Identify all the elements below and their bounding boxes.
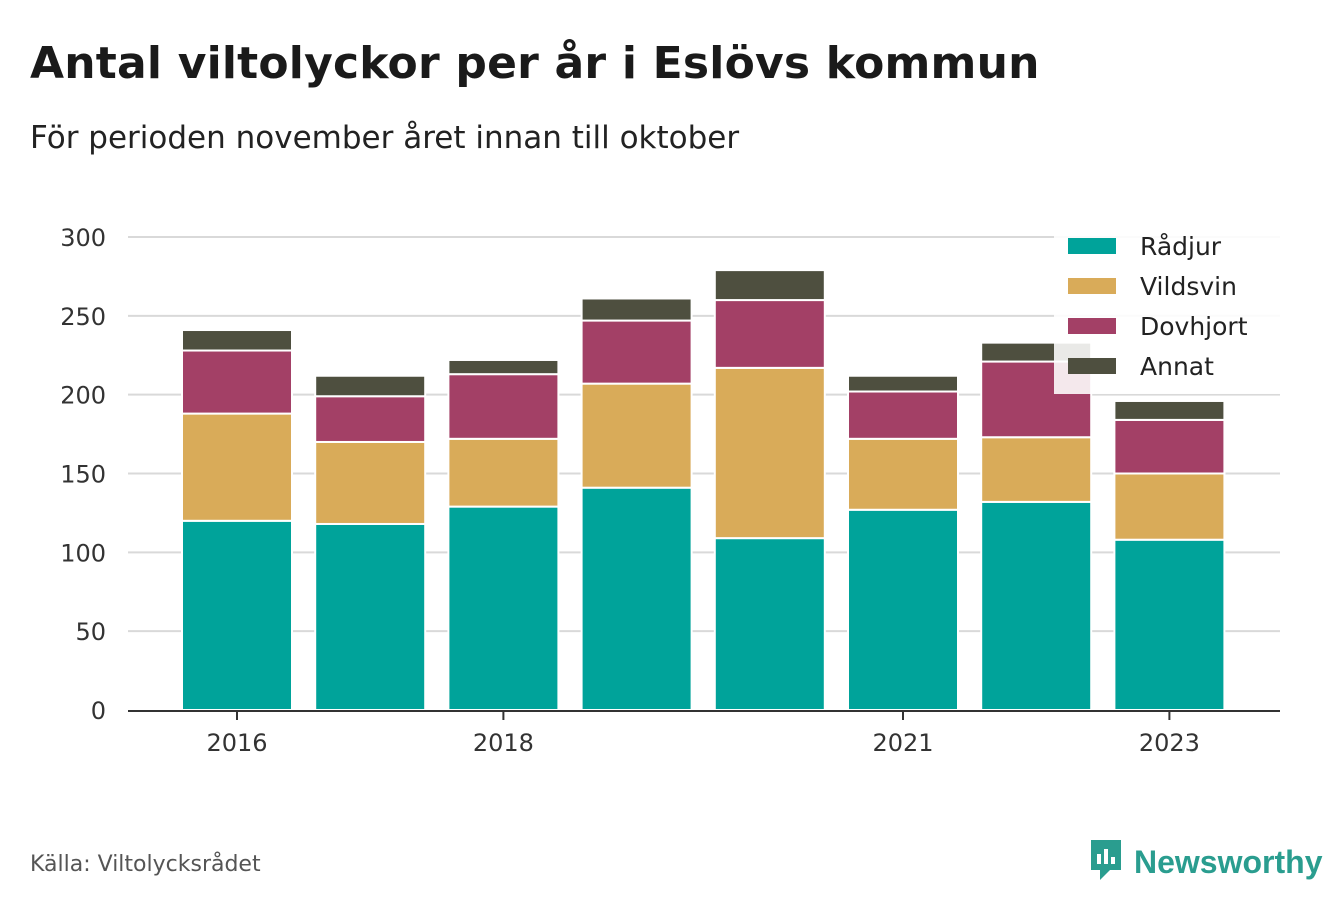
x-tick-label: 2021 xyxy=(872,729,933,757)
bar-segment-rådjur xyxy=(847,508,959,711)
x-tick-label: 2018 xyxy=(473,729,534,757)
legend-swatch-annat xyxy=(1068,358,1116,374)
bar-segment-rådjur xyxy=(447,505,560,711)
y-tick-label: 50 xyxy=(75,618,106,646)
legend-swatch-dovhjort xyxy=(1068,318,1116,334)
bar-segment-vildsvin xyxy=(847,437,959,511)
bar-segment-rådjur xyxy=(713,537,826,711)
brand-name: Newsworthy xyxy=(1134,843,1323,880)
bar-segment-annat xyxy=(447,358,560,376)
y-tick-label: 300 xyxy=(60,224,106,252)
bar-segment-dovhjort xyxy=(181,349,293,415)
bar-segment-dovhjort xyxy=(1113,418,1226,475)
bar-segment-dovhjort xyxy=(847,390,959,440)
y-tick-label: 250 xyxy=(60,303,106,331)
y-tick-label: 0 xyxy=(91,697,106,725)
legend-swatch-vildsvin xyxy=(1068,278,1116,294)
legend-swatch-rådjur xyxy=(1068,238,1116,254)
bar-segment-rådjur xyxy=(314,522,427,711)
bar-segment-annat xyxy=(1113,399,1226,421)
bar-segment-annat xyxy=(181,329,293,352)
legend-label: Annat xyxy=(1140,352,1214,381)
bar-segment-annat xyxy=(713,269,826,302)
x-tick-label: 2016 xyxy=(206,729,267,757)
bar-segment-vildsvin xyxy=(181,412,293,522)
x-tick-label: 2023 xyxy=(1139,729,1200,757)
newsworthy-logo-icon xyxy=(1088,838,1124,886)
legend-label: Dovhjort xyxy=(1140,312,1248,341)
bar-segment-rådjur xyxy=(980,500,1093,711)
bar-segment-dovhjort xyxy=(447,373,560,440)
y-tick-label: 150 xyxy=(60,461,106,489)
bar-segment-vildsvin xyxy=(713,366,826,540)
bar-segment-dovhjort xyxy=(314,395,427,443)
bar-segment-vildsvin xyxy=(980,436,1093,503)
bar-segment-dovhjort xyxy=(580,319,693,385)
legend-label: Rådjur xyxy=(1140,232,1222,261)
bar-segment-vildsvin xyxy=(580,382,693,489)
bar-segment-annat xyxy=(314,374,427,398)
brand-logo: Newsworthy xyxy=(1088,838,1322,886)
bar-segment-annat xyxy=(580,297,693,322)
bar-segment-rådjur xyxy=(181,519,293,711)
source-note: Källa: Viltolycksrådet xyxy=(30,852,261,877)
bar-segment-dovhjort xyxy=(713,299,826,369)
bar-segment-vildsvin xyxy=(1113,472,1226,541)
bar-segment-vildsvin xyxy=(447,437,560,508)
bar-segment-annat xyxy=(847,374,959,393)
legend-label: Vildsvin xyxy=(1140,272,1237,301)
bar-segment-rådjur xyxy=(580,486,693,711)
chart-title: Antal viltolyckor per år i Eslövs kommun xyxy=(30,38,1040,89)
y-tick-label: 100 xyxy=(60,539,106,567)
bar-segment-vildsvin xyxy=(314,440,427,525)
chart-subtitle: För perioden november året innan till ok… xyxy=(30,120,740,156)
bar-segment-rådjur xyxy=(1113,538,1226,711)
y-tick-label: 200 xyxy=(60,382,106,410)
